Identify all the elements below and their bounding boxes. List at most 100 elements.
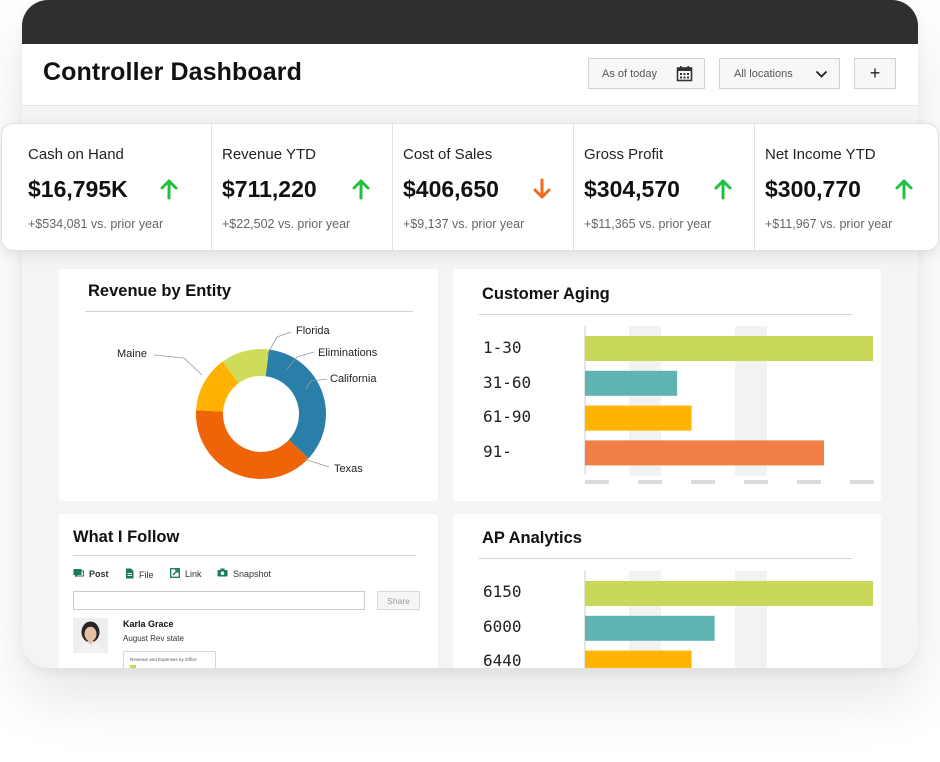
customer-aging-bar-chart [584,326,874,484]
link-icon [170,568,180,580]
donut-slice-maine[interactable] [196,410,309,479]
leader-line-california [305,378,328,390]
attachment-title: Revenue and Expenses by Office [130,657,197,662]
tab-snapshot[interactable]: Snapshot [217,568,271,579]
x-axis-tick [797,480,821,484]
window-top-bar [22,0,918,44]
x-axis-tick [638,480,662,484]
trend-up-arrow-icon [713,178,733,205]
trend-up-arrow-icon [351,178,371,205]
aging-bar-1-30[interactable] [585,336,873,361]
donut-label-california: California [330,373,377,385]
kpi-strip: Cash on Hand $16,795K +$534,081 vs. prio… [1,123,939,251]
snapshot-icon [217,568,228,579]
location-filter-dropdown[interactable]: All locations [719,58,840,89]
card-divider [85,311,413,312]
ap-bar-6000[interactable] [585,615,715,641]
leader-line-maine [153,354,203,376]
ap-bar-6440[interactable] [585,650,692,668]
card-divider [479,558,852,559]
kpi-label: Cash on Hand [28,146,124,163]
add-widget-button[interactable]: + [854,58,896,89]
kpi-label: Net Income YTD [765,146,876,163]
x-axis-tick [850,480,874,484]
x-axis-tick [744,480,768,484]
donut-slice-texas[interactable] [265,349,326,459]
kpi-revenue-ytd[interactable]: Revenue YTD $711,220 +$22,502 vs. prior … [212,124,393,250]
kpi-cash-on-hand[interactable]: Cash on Hand $16,795K +$534,081 vs. prio… [2,124,212,250]
tab-post[interactable]: Post [73,568,109,580]
kpi-value: $406,650 [403,176,499,202]
feed-attachment-thumbnail[interactable]: Revenue and Expenses by Office [123,651,216,668]
trend-down-arrow-icon [532,178,552,205]
donut-slice-eliminations[interactable] [208,361,239,392]
ap-analytics-title: AP Analytics [482,529,582,547]
aging-label-1-30: 1-30 [483,338,522,357]
location-filter-label: All locations [734,67,793,80]
aging-bar-31-60[interactable] [585,370,678,396]
tab-file[interactable]: File [125,568,154,581]
kpi-label: Gross Profit [584,146,664,163]
post-input[interactable] [73,591,365,610]
donut-label-eliminations: Eliminations [318,347,378,359]
donut-slice-california[interactable] [222,349,269,384]
share-button[interactable]: Share [377,591,420,610]
kpi-value: $711,220 [222,176,317,202]
leader-line-eliminations [286,351,315,370]
tab-link-label: Link [185,569,202,579]
kpi-value: $304,570 [584,176,680,202]
dashboard-header: Controller Dashboard As of today [22,44,918,106]
calendar-icon [676,65,693,85]
kpi-comparison: +$534,081 vs. prior year [28,217,164,231]
kpi-cost-of-sales[interactable]: Cost of Sales $406,650 +$9,137 vs. prior… [393,124,574,250]
what-i-follow-card: What I Follow Post File Link Snapshot Sh… [59,514,438,668]
file-icon [125,568,134,581]
donut-label-maine: Maine [117,348,147,360]
attachment-legend-swatch [130,665,136,668]
aging-label-31-60: 31-60 [483,373,532,392]
ap-label-6150: 6150 [483,582,522,601]
leader-line-texas [303,458,330,468]
revenue-by-entity-card: Revenue by Entity Maine Florida Eliminat… [59,269,438,501]
kpi-value: $300,770 [765,176,861,202]
aging-label-91: 91- [483,442,512,461]
donut-label-florida: Florida [296,325,330,337]
chevron-down-icon [815,70,828,82]
kpi-value: $16,795K [28,176,128,202]
customer-aging-title: Customer Aging [482,285,610,303]
kpi-label: Cost of Sales [403,146,493,163]
kpi-net-income-ytd[interactable]: Net Income YTD $300,770 +$11,967 vs. pri… [755,124,938,250]
kpi-comparison: +$11,365 vs. prior year [584,217,712,231]
what-i-follow-title: What I Follow [73,528,180,546]
revenue-donut-chart [153,331,330,479]
post-icon [73,568,84,580]
tab-post-label: Post [89,569,109,579]
ap-bar-6150[interactable] [585,581,873,606]
date-filter-button[interactable]: As of today [588,58,705,89]
kpi-comparison: +$9,137 vs. prior year [403,217,525,231]
x-axis-tick [585,480,609,484]
ap-analytics-bar-chart [584,571,873,668]
kpi-label: Revenue YTD [222,146,316,163]
aging-bar-91-[interactable] [585,440,825,466]
card-divider [479,314,852,315]
donut-slice-florida[interactable] [196,375,231,412]
leader-line-florida [266,331,292,356]
aging-bar-61-90[interactable] [585,405,692,431]
kpi-comparison: +$22,502 vs. prior year [222,217,351,231]
card-divider [73,555,416,556]
date-filter-label: As of today [602,67,658,80]
ap-analytics-card: AP Analytics 6150 6000 6440 [453,514,881,668]
ap-label-6440: 6440 [483,651,522,668]
x-axis-tick [691,480,715,484]
tab-link[interactable]: Link [170,568,202,580]
feed-author-name[interactable]: Karla Grace [123,619,174,629]
trend-up-arrow-icon [159,178,179,205]
donut-label-texas: Texas [334,463,363,475]
aging-label-61-90: 61-90 [483,407,532,426]
ap-label-6000: 6000 [483,617,522,636]
dashboard-window: Controller Dashboard As of today [22,0,918,668]
kpi-gross-profit[interactable]: Gross Profit $304,570 +$11,365 vs. prior… [574,124,755,250]
kpi-comparison: +$11,967 vs. prior year [765,217,893,231]
avatar [73,618,108,653]
